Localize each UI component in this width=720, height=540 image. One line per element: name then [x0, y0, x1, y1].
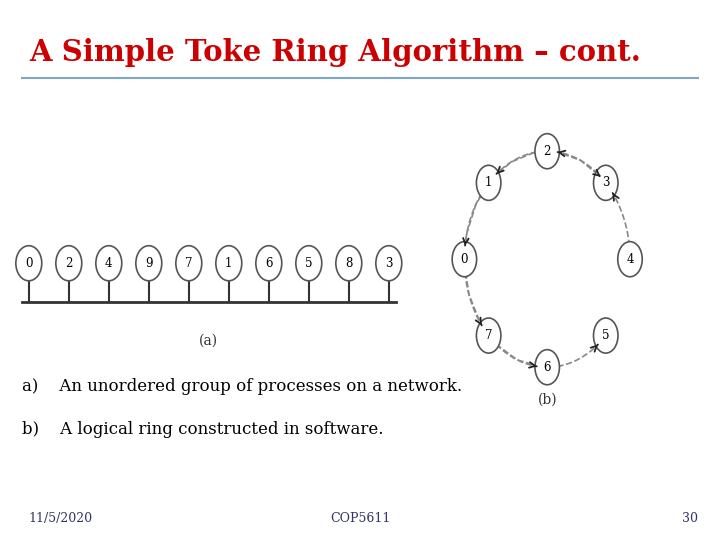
Text: 9: 9 — [145, 256, 153, 270]
Text: 1: 1 — [225, 256, 233, 270]
Text: 0: 0 — [461, 253, 468, 266]
Text: 3: 3 — [602, 177, 610, 190]
Ellipse shape — [96, 246, 122, 281]
Text: 5: 5 — [305, 256, 312, 270]
Text: A Simple Toke Ring Algorithm – cont.: A Simple Toke Ring Algorithm – cont. — [29, 38, 641, 67]
Ellipse shape — [535, 133, 559, 168]
Ellipse shape — [16, 246, 42, 281]
Text: (a): (a) — [199, 333, 218, 347]
Text: 6: 6 — [265, 256, 273, 270]
Ellipse shape — [56, 246, 82, 281]
Ellipse shape — [593, 318, 618, 353]
Text: b)    A logical ring constructed in software.: b) A logical ring constructed in softwar… — [22, 421, 383, 438]
Ellipse shape — [618, 241, 642, 276]
Text: a)    An unordered group of processes on a network.: a) An unordered group of processes on a … — [22, 378, 462, 395]
Text: 2: 2 — [544, 145, 551, 158]
Text: 3: 3 — [385, 256, 392, 270]
Text: (b): (b) — [537, 393, 557, 407]
Text: 0: 0 — [25, 256, 32, 270]
Ellipse shape — [136, 246, 162, 281]
Text: COP5611: COP5611 — [330, 512, 390, 525]
Text: 7: 7 — [185, 256, 192, 270]
Text: 2: 2 — [65, 256, 73, 270]
Text: 11/5/2020: 11/5/2020 — [29, 512, 93, 525]
Ellipse shape — [477, 318, 501, 353]
Text: 30: 30 — [683, 512, 698, 525]
Ellipse shape — [535, 350, 559, 384]
Ellipse shape — [256, 246, 282, 281]
Ellipse shape — [296, 246, 322, 281]
Ellipse shape — [216, 246, 242, 281]
Text: 7: 7 — [485, 329, 492, 342]
Ellipse shape — [176, 246, 202, 281]
Text: 5: 5 — [602, 329, 610, 342]
Text: 1: 1 — [485, 177, 492, 190]
Ellipse shape — [452, 241, 477, 276]
Text: 6: 6 — [544, 361, 551, 374]
Text: 4: 4 — [105, 256, 112, 270]
Text: 4: 4 — [626, 253, 634, 266]
Ellipse shape — [593, 165, 618, 200]
Ellipse shape — [477, 165, 501, 200]
Text: 8: 8 — [345, 256, 353, 270]
Ellipse shape — [336, 246, 361, 281]
Ellipse shape — [376, 246, 402, 281]
